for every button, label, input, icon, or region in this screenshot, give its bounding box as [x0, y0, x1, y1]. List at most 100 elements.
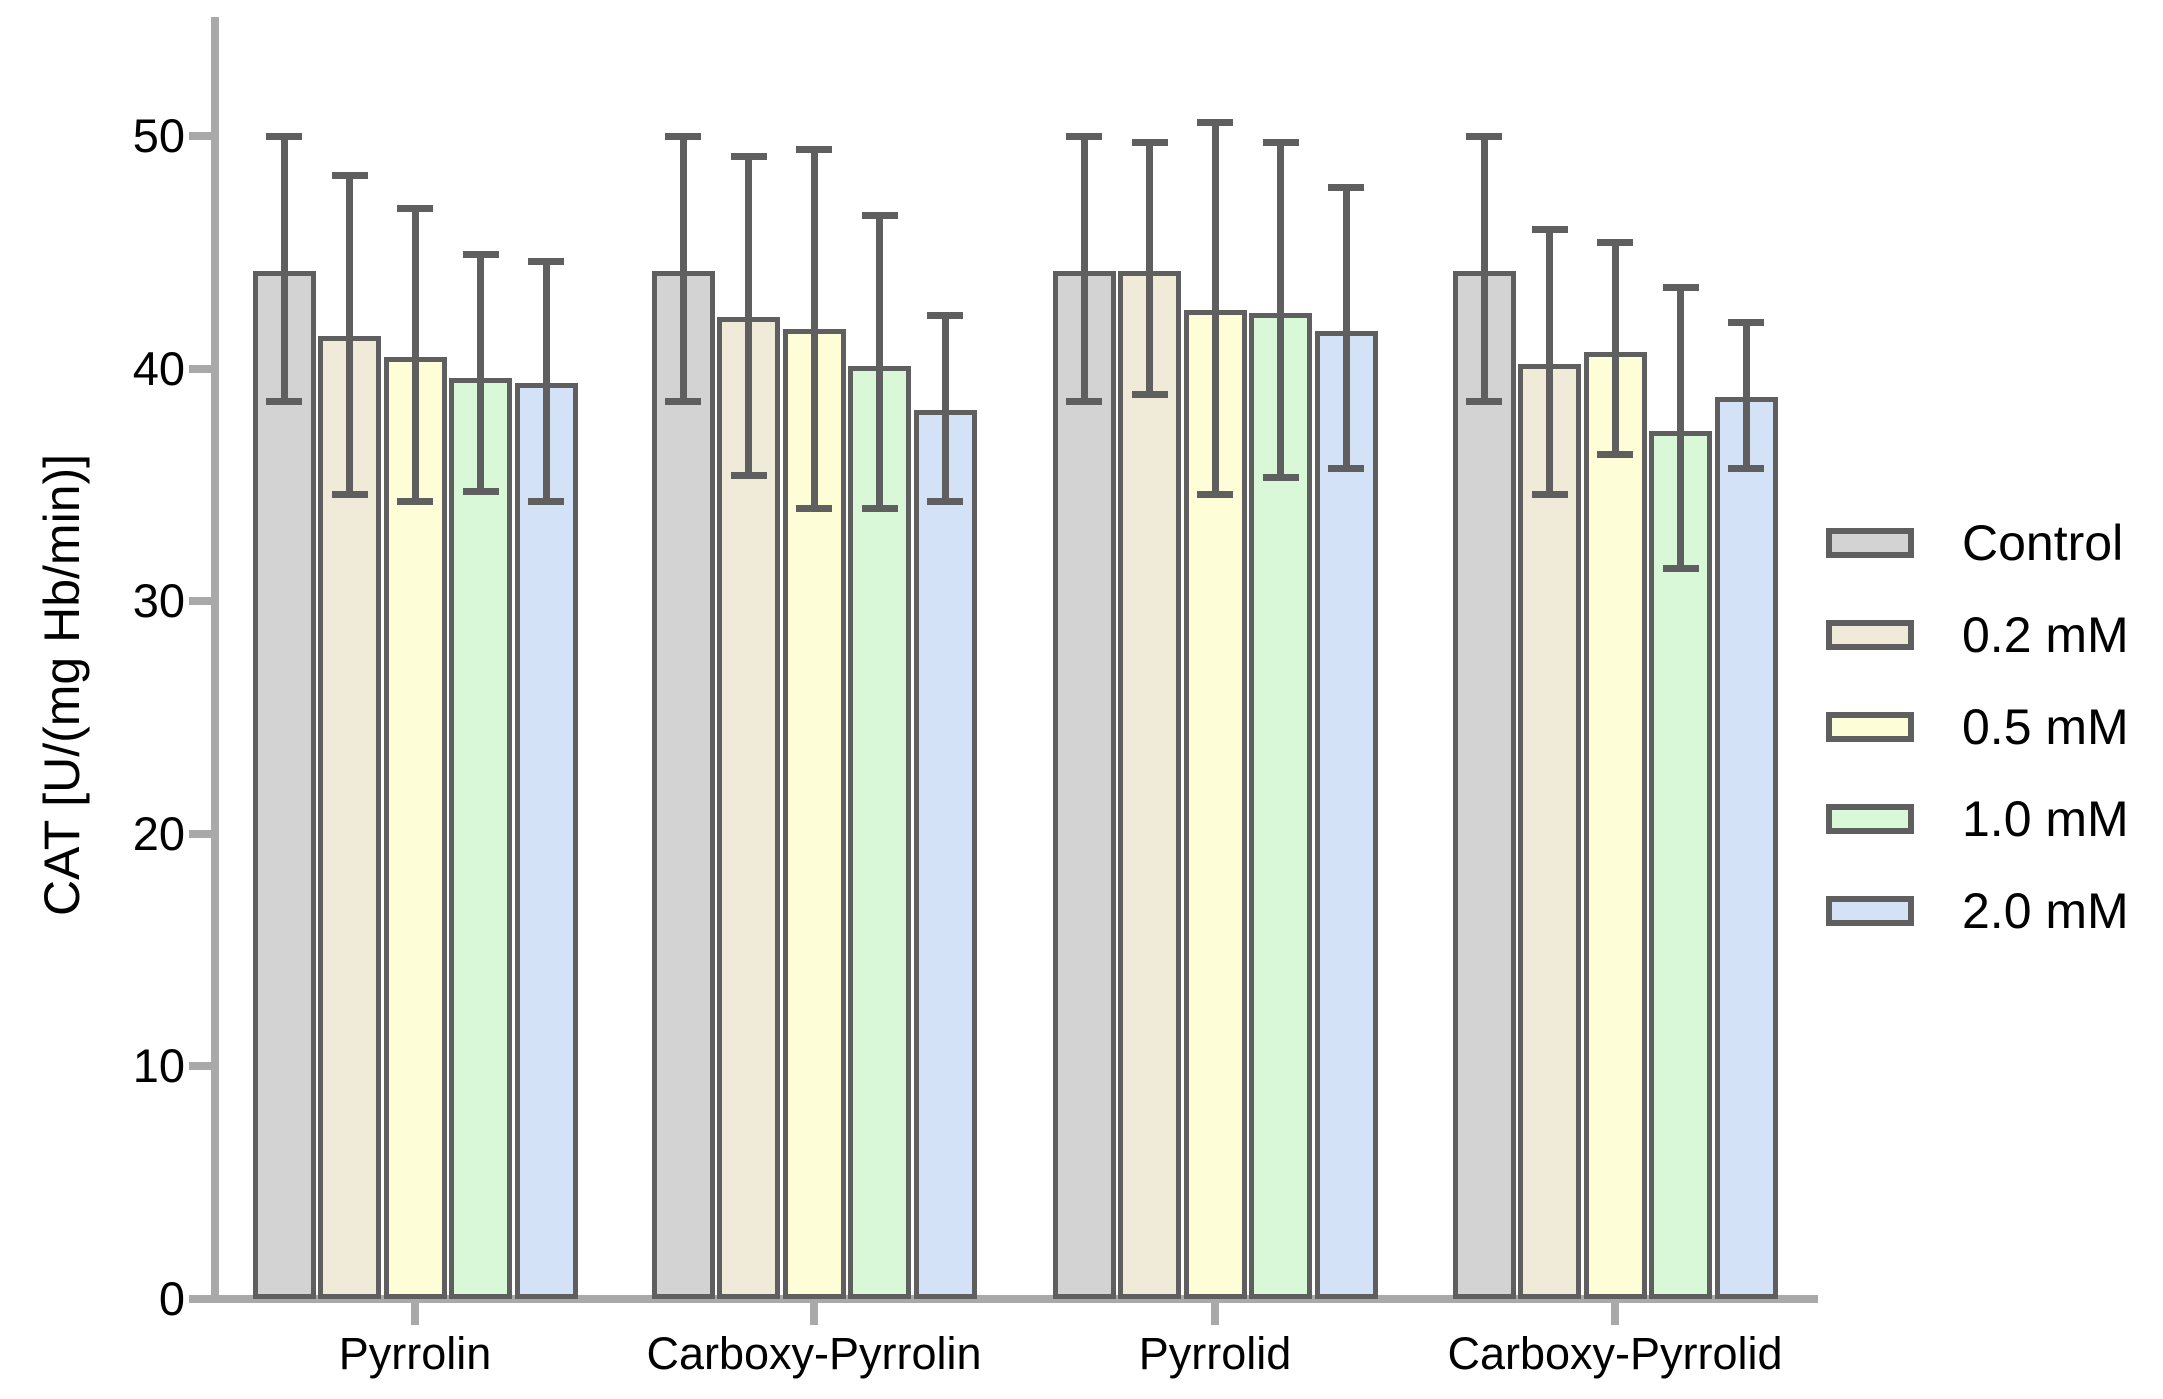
- bar-0-2-mm-pyrrolid: [1118, 270, 1181, 1299]
- error-bar-2-0-mm-carboxy-pyrrolin-line: [941, 315, 949, 502]
- error-bar-1-0-mm-pyrrolin-line: [477, 254, 484, 492]
- error-bar-2-0-mm-carboxy-pyrrolin-cap-bottom: [927, 497, 963, 505]
- error-bar-0-5-mm-pyrrolid-cap-top: [1197, 118, 1233, 126]
- error-bar-control-carboxy-pyrrolid-cap-bottom: [1466, 397, 1502, 405]
- error-bar-0-2-mm-pyrrolin-cap-top: [331, 172, 368, 180]
- x-tick-carboxy-pyrrolin: [810, 1303, 818, 1325]
- error-bar-0-2-mm-carboxy-pyrrolin-cap-top: [730, 153, 767, 161]
- error-bar-2-0-mm-pyrrolin-line: [542, 261, 550, 502]
- x-axis-line: [211, 1295, 1818, 1303]
- error-bar-control-carboxy-pyrrolid-line: [1480, 136, 1488, 402]
- error-bar-0-5-mm-pyrrolid-cap-bottom: [1197, 490, 1233, 498]
- error-bar-control-carboxy-pyrrolin-cap-top: [665, 132, 701, 140]
- legend-label-control: Control: [1962, 515, 2124, 571]
- error-bar-0-2-mm-pyrrolid-line: [1146, 142, 1153, 395]
- x-tick-pyrrolid: [1211, 1303, 1219, 1325]
- error-bar-control-pyrrolid-line: [1080, 136, 1088, 402]
- error-bar-1-0-mm-pyrrolid-cap-bottom: [1262, 474, 1299, 482]
- bar-0-5-mm-carboxy-pyrrolid: [1583, 352, 1647, 1299]
- error-bar-0-2-mm-pyrrolid-cap-top: [1131, 139, 1168, 147]
- legend-label-0-2-mm: 0.2 mM: [1962, 607, 2129, 663]
- legend-label-1-0-mm: 1.0 mM: [1962, 791, 2129, 847]
- error-bar-2-0-mm-pyrrolin-cap-top: [528, 258, 564, 266]
- error-bar-0-5-mm-pyrrolin-cap-bottom: [397, 497, 433, 505]
- x-tick-pyrrolin: [411, 1303, 419, 1325]
- legend-swatch-0-5-mm: [1826, 712, 1914, 742]
- x-tick-carboxy-pyrrolid: [1611, 1303, 1619, 1325]
- error-bar-control-carboxy-pyrrolid-cap-top: [1466, 132, 1502, 140]
- error-bar-1-0-mm-pyrrolin-cap-bottom: [462, 488, 499, 496]
- error-bar-2-0-mm-pyrrolid-line: [1342, 187, 1350, 469]
- error-bar-2-0-mm-carboxy-pyrrolid-line: [1742, 322, 1750, 469]
- y-tick-50: [189, 132, 211, 140]
- error-bar-control-carboxy-pyrrolin-cap-bottom: [665, 397, 701, 405]
- error-bar-0-5-mm-pyrrolid-line: [1211, 122, 1219, 495]
- y-tick-label-40: 40: [132, 341, 185, 395]
- x-category-label-carboxy-pyrrolid: Carboxy-Pyrrolid: [1447, 1328, 1783, 1379]
- bar-1-0-mm-carboxy-pyrrolin: [848, 366, 911, 1299]
- error-bar-1-0-mm-carboxy-pyrrolin-line: [876, 215, 883, 509]
- error-bar-0-2-mm-carboxy-pyrrolid-line: [1546, 229, 1553, 495]
- x-category-label-carboxy-pyrrolin: Carboxy-Pyrrolin: [646, 1328, 982, 1379]
- error-bar-1-0-mm-carboxy-pyrrolin-cap-bottom: [861, 504, 898, 512]
- error-bar-0-5-mm-carboxy-pyrrolid-cap-top: [1597, 239, 1633, 247]
- bar-control-carboxy-pyrrolin: [651, 270, 715, 1299]
- error-bar-0-2-mm-carboxy-pyrrolid-cap-bottom: [1531, 490, 1568, 498]
- error-bar-0-5-mm-carboxy-pyrrolin-cap-top: [796, 146, 832, 154]
- x-category-label-pyrrolin: Pyrrolin: [338, 1328, 492, 1379]
- error-bar-1-0-mm-carboxy-pyrrolid-cap-bottom: [1662, 565, 1699, 573]
- legend-swatch-0-2-mm: [1826, 620, 1914, 650]
- error-bar-1-0-mm-carboxy-pyrrolid-cap-top: [1662, 283, 1699, 291]
- error-bar-2-0-mm-pyrrolid-cap-top: [1328, 183, 1364, 191]
- y-tick-30: [189, 597, 211, 606]
- y-tick-40: [189, 364, 211, 373]
- error-bar-0-5-mm-carboxy-pyrrolin-cap-bottom: [796, 504, 832, 512]
- bar-2-0-mm-pyrrolin: [514, 382, 578, 1299]
- y-tick-label-10: 10: [132, 1039, 185, 1093]
- error-bar-control-carboxy-pyrrolin-line: [679, 136, 687, 402]
- error-bar-0-2-mm-pyrrolin-cap-bottom: [331, 490, 368, 498]
- error-bar-control-pyrrolin-cap-top: [266, 132, 302, 140]
- error-bar-1-0-mm-pyrrolin-cap-top: [462, 251, 499, 259]
- error-bar-0-5-mm-carboxy-pyrrolid-cap-bottom: [1597, 451, 1633, 459]
- bar-1-0-mm-carboxy-pyrrolid: [1649, 431, 1712, 1299]
- error-bar-0-5-mm-pyrrolin-line: [411, 208, 419, 502]
- y-axis-line: [211, 17, 219, 1303]
- error-bar-0-5-mm-carboxy-pyrrolin-line: [810, 149, 818, 509]
- error-bar-0-2-mm-carboxy-pyrrolin-cap-bottom: [730, 472, 767, 480]
- y-tick-label-20: 20: [132, 806, 185, 860]
- error-bar-1-0-mm-carboxy-pyrrolin-cap-top: [861, 211, 898, 219]
- error-bar-control-pyrrolin-line: [280, 136, 288, 402]
- error-bar-2-0-mm-carboxy-pyrrolid-cap-top: [1728, 318, 1764, 326]
- bar-0-2-mm-carboxy-pyrrolin: [717, 317, 780, 1299]
- error-bar-1-0-mm-pyrrolid-cap-top: [1262, 139, 1299, 147]
- error-bar-0-5-mm-carboxy-pyrrolid-line: [1611, 242, 1619, 455]
- y-tick-label-50: 50: [132, 109, 185, 162]
- error-bar-1-0-mm-carboxy-pyrrolid-line: [1677, 287, 1684, 569]
- legend-label-0-5-mm: 0.5 mM: [1962, 699, 2129, 755]
- error-bar-1-0-mm-pyrrolid-line: [1277, 142, 1284, 478]
- legend-swatch-2-0-mm: [1826, 896, 1914, 926]
- error-bar-control-pyrrolid-cap-top: [1066, 132, 1102, 140]
- error-bar-2-0-mm-pyrrolid-cap-bottom: [1328, 465, 1364, 473]
- y-tick-label-30: 30: [132, 574, 185, 628]
- bar-2-0-mm-pyrrolid: [1314, 331, 1378, 1299]
- bar-control-carboxy-pyrrolid: [1452, 270, 1516, 1299]
- legend-label-2-0-mm: 2.0 mM: [1962, 883, 2129, 939]
- y-tick-label-0: 0: [158, 1272, 185, 1325]
- bar-control-pyrrolin: [252, 270, 316, 1299]
- error-bar-control-pyrrolin-cap-bottom: [266, 397, 302, 405]
- error-bar-0-2-mm-carboxy-pyrrolin-line: [745, 156, 752, 476]
- bar-0-2-mm-carboxy-pyrrolid: [1518, 363, 1581, 1299]
- x-category-label-pyrrolid: Pyrrolid: [1138, 1328, 1292, 1379]
- legend-swatch-1-0-mm: [1826, 804, 1914, 834]
- error-bar-2-0-mm-pyrrolin-cap-bottom: [528, 497, 564, 505]
- error-bar-0-2-mm-pyrrolid-cap-bottom: [1131, 390, 1168, 398]
- error-bar-0-2-mm-carboxy-pyrrolid-cap-top: [1531, 225, 1568, 233]
- bar-2-0-mm-carboxy-pyrrolin: [913, 410, 977, 1299]
- y-tick-20: [189, 829, 211, 838]
- bar-1-0-mm-pyrrolin: [449, 377, 512, 1299]
- y-tick-0: [189, 1295, 211, 1303]
- y-tick-10: [189, 1062, 211, 1071]
